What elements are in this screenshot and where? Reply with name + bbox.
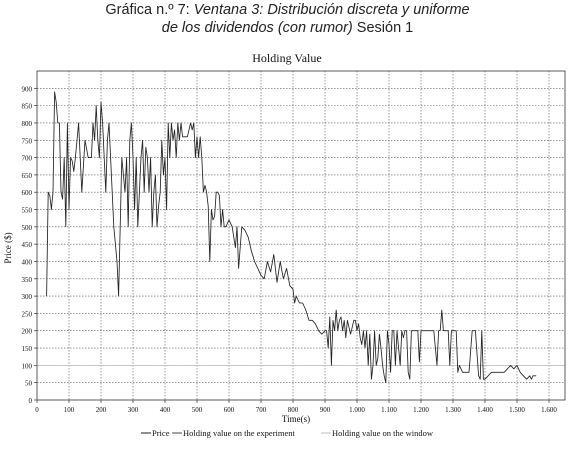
y-tick-label: 650 — [22, 172, 33, 180]
caption-title-part-1: Ventana 3: Distribución discreta y unifo… — [193, 2, 470, 18]
x-tick-label: 100 — [64, 406, 75, 414]
y-tick-label: 600 — [22, 189, 33, 197]
plot-frame — [36, 70, 566, 401]
axis-ticks: 0 50 100 150 200 250 300 350 400 450 500 550 600 650 7… — [22, 85, 558, 414]
x-tick-label: 1.400 — [477, 406, 493, 414]
legend: Price Holding value on the experiment Hold… — [141, 428, 434, 438]
y-tick-label: 400 — [22, 258, 33, 266]
x-tick-label: 900 — [320, 406, 331, 414]
series-lines — [37, 91, 565, 384]
y-axis-label: Price ($) — [3, 232, 13, 263]
y-tick-label: 200 — [22, 328, 33, 336]
series-line-price — [46, 91, 537, 384]
x-tick-label: 500 — [192, 406, 203, 414]
x-tick-label: 200 — [96, 406, 107, 414]
x-tick-label: 400 — [160, 406, 171, 414]
y-tick-label: 100 — [22, 362, 33, 370]
y-tick-label: 0 — [29, 397, 33, 405]
figure-caption-line-1: Gráfica n.º 7: Ventana 3: Distribución d… — [0, 2, 575, 18]
x-tick-label: 1.200 — [413, 406, 429, 414]
y-tick-label: 350 — [22, 276, 33, 284]
y-tick-label: 500 — [22, 224, 33, 232]
y-tick-label: 300 — [22, 293, 33, 301]
y-tick-label: 50 — [25, 380, 33, 388]
legend-label-holding-value-on-the-experiment: Holding value on the experiment — [183, 428, 296, 438]
x-tick-label: 700 — [256, 406, 267, 414]
legend-label-holding-value-on-the-window: Holding value on the window — [332, 428, 434, 438]
y-tick-label: 700 — [22, 155, 33, 163]
y-tick-label: 750 — [22, 137, 33, 145]
x-tick-label: 1.300 — [445, 406, 461, 414]
x-tick-label: 600 — [224, 406, 235, 414]
y-tick-label: 800 — [22, 120, 33, 128]
x-tick-label: 0 — [35, 406, 39, 414]
y-tick-label: 150 — [22, 345, 33, 353]
y-tick-label: 250 — [22, 310, 33, 318]
figure-caption-line-2: de los dividendos (con rumor) Sesión 1 — [0, 20, 575, 36]
x-axis-label: Time(s) — [282, 414, 310, 424]
grid-lines — [37, 71, 565, 400]
x-tick-label: 800 — [288, 406, 299, 414]
x-tick-label: 1.100 — [381, 406, 397, 414]
x-tick-label: 300 — [128, 406, 139, 414]
y-tick-label: 450 — [22, 241, 33, 249]
caption-session: Sesión 1 — [352, 20, 414, 36]
x-tick-label: 1.000 — [349, 406, 365, 414]
caption-number: Gráfica n.º 7: — [105, 2, 194, 18]
y-tick-label: 900 — [22, 85, 33, 93]
y-tick-label: 550 — [22, 207, 33, 215]
caption-title-part-2: de los dividendos (con rumor) — [161, 20, 353, 36]
legend-label-price: Price — [152, 428, 170, 438]
x-tick-label: 1.600 — [541, 406, 557, 414]
y-tick-label: 850 — [22, 103, 33, 111]
x-tick-label: 1.500 — [509, 406, 525, 414]
chart-title: Holding Value — [252, 51, 321, 65]
